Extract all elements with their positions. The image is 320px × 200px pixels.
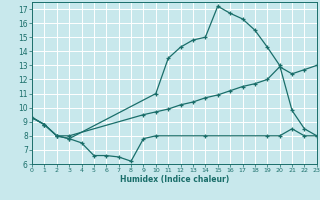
X-axis label: Humidex (Indice chaleur): Humidex (Indice chaleur)	[120, 175, 229, 184]
